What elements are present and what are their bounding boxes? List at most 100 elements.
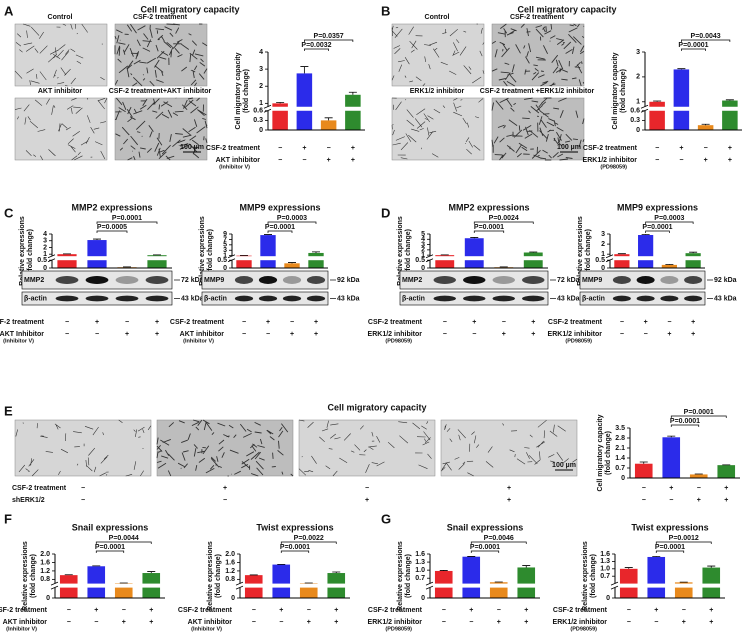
- y-tick-label: 1: [636, 99, 640, 106]
- error-bar: [470, 237, 479, 239]
- blot-band: [612, 295, 631, 302]
- blot-band: [282, 276, 302, 284]
- bar: [260, 235, 276, 268]
- y-axis-label: (fold change): [620, 69, 627, 113]
- blot-band: [258, 276, 278, 284]
- blot-band: [612, 276, 631, 284]
- condition-sign: +: [365, 497, 369, 504]
- y-tick-label: 1.4: [615, 455, 625, 462]
- cell-network: [14, 97, 108, 161]
- comparison-bracket: [280, 550, 310, 553]
- blot-band: [492, 276, 515, 284]
- bar: [462, 556, 481, 598]
- image-caption: CSF-2 treatment: [510, 14, 565, 21]
- y-tick-label: 3: [223, 247, 227, 254]
- bar: [296, 73, 313, 130]
- bar: [647, 556, 666, 598]
- blot-band: [115, 295, 139, 302]
- chart-title: Twist expressions: [631, 522, 708, 532]
- blot-band: [433, 295, 456, 302]
- error-bar: [617, 253, 626, 255]
- blot-band: [492, 295, 515, 302]
- condition-sign: +: [654, 607, 658, 614]
- y-tick-label: 3: [601, 231, 605, 238]
- error-bar: [332, 571, 341, 574]
- comparison-bracket: [280, 541, 337, 544]
- condition-sign: −: [290, 319, 294, 326]
- bar: [661, 264, 677, 268]
- p-value: P=0.0012: [669, 535, 699, 542]
- condition-sign: −: [242, 331, 246, 338]
- comparison-bracket: [645, 221, 694, 224]
- y-tick-label: 1: [421, 252, 425, 259]
- blot-band: [55, 295, 79, 302]
- y-tick-label: 0: [43, 265, 47, 272]
- condition-sign: +: [149, 607, 153, 614]
- blot-band: [306, 276, 326, 284]
- y-tick-label: 1.2: [40, 568, 50, 575]
- error-bar: [707, 565, 716, 568]
- error-bar: [312, 251, 320, 253]
- p-value: P=0.0001: [470, 544, 500, 551]
- p-value: P=0.0032: [301, 42, 331, 49]
- comparison-bracket: [95, 541, 152, 544]
- condition-sign: +: [644, 319, 648, 326]
- error-bar: [348, 91, 357, 95]
- condition-sign: +: [307, 619, 311, 626]
- bar: [284, 263, 300, 268]
- condition-label: CSF-2 treatment: [206, 145, 261, 152]
- condition-sign: −: [655, 145, 659, 152]
- y-tick-label: 2: [636, 74, 640, 81]
- condition-sign: +: [95, 319, 99, 326]
- condition-sign: +: [507, 497, 511, 504]
- blot-size: 72 kDa: [181, 277, 204, 284]
- y-axis-label: Relative expressions: [397, 541, 404, 611]
- comparison-bracket: [304, 48, 329, 51]
- condition-sign: −: [620, 319, 624, 326]
- condition-sign: +: [290, 331, 294, 338]
- condition-label: CSF-2 treatment: [583, 145, 638, 152]
- comparison-bracket: [655, 550, 685, 553]
- y-tick-label: 0: [223, 265, 227, 272]
- y-tick-label: 0.5: [595, 257, 605, 264]
- y-tick-label: 0.8: [225, 576, 235, 583]
- p-value: P=0.0043: [691, 33, 721, 40]
- blot-label: β-actin: [204, 295, 227, 302]
- condition-sign: +: [149, 619, 153, 626]
- condition-sign: −: [67, 607, 71, 614]
- blot-band: [463, 295, 486, 302]
- image-caption: Control: [425, 14, 450, 21]
- error-bar: [93, 238, 101, 241]
- axis-break: [49, 256, 172, 261]
- p-value: P=0.0001: [474, 224, 504, 231]
- comparison-bracket: [681, 39, 731, 42]
- error-bar: [653, 100, 662, 102]
- bar: [345, 94, 361, 130]
- blot-size: 92 kDa: [714, 277, 737, 284]
- condition-sign: +: [327, 157, 331, 164]
- y-tick-label: 0.6: [630, 108, 640, 115]
- comparison-bracket: [470, 550, 500, 553]
- condition-label: CSF-2 treatment: [0, 607, 48, 614]
- condition-sign: −: [627, 607, 631, 614]
- condition-sign: +: [351, 145, 355, 152]
- blot-band: [684, 276, 703, 284]
- bar: [673, 69, 690, 130]
- image-caption: AKT inhibitor: [38, 88, 83, 95]
- y-axis-label: Relative expressions: [19, 216, 26, 286]
- comparison-bracket: [655, 541, 712, 544]
- bar: [638, 235, 654, 268]
- condition-note: (PD98059): [565, 338, 592, 344]
- y-tick-label: 1.3: [600, 558, 610, 565]
- error-bar: [689, 251, 698, 254]
- micrograph: [14, 419, 152, 477]
- y-tick-label: 4: [43, 231, 47, 238]
- condition-sign: −: [327, 145, 331, 152]
- condition-sign: −: [278, 145, 282, 152]
- blot-band: [234, 276, 254, 284]
- condition-sign: +: [334, 619, 338, 626]
- axis-break: [642, 106, 742, 111]
- y-tick-label: 3.5: [615, 425, 625, 432]
- error-bar: [677, 68, 686, 70]
- cell-network: [391, 97, 484, 160]
